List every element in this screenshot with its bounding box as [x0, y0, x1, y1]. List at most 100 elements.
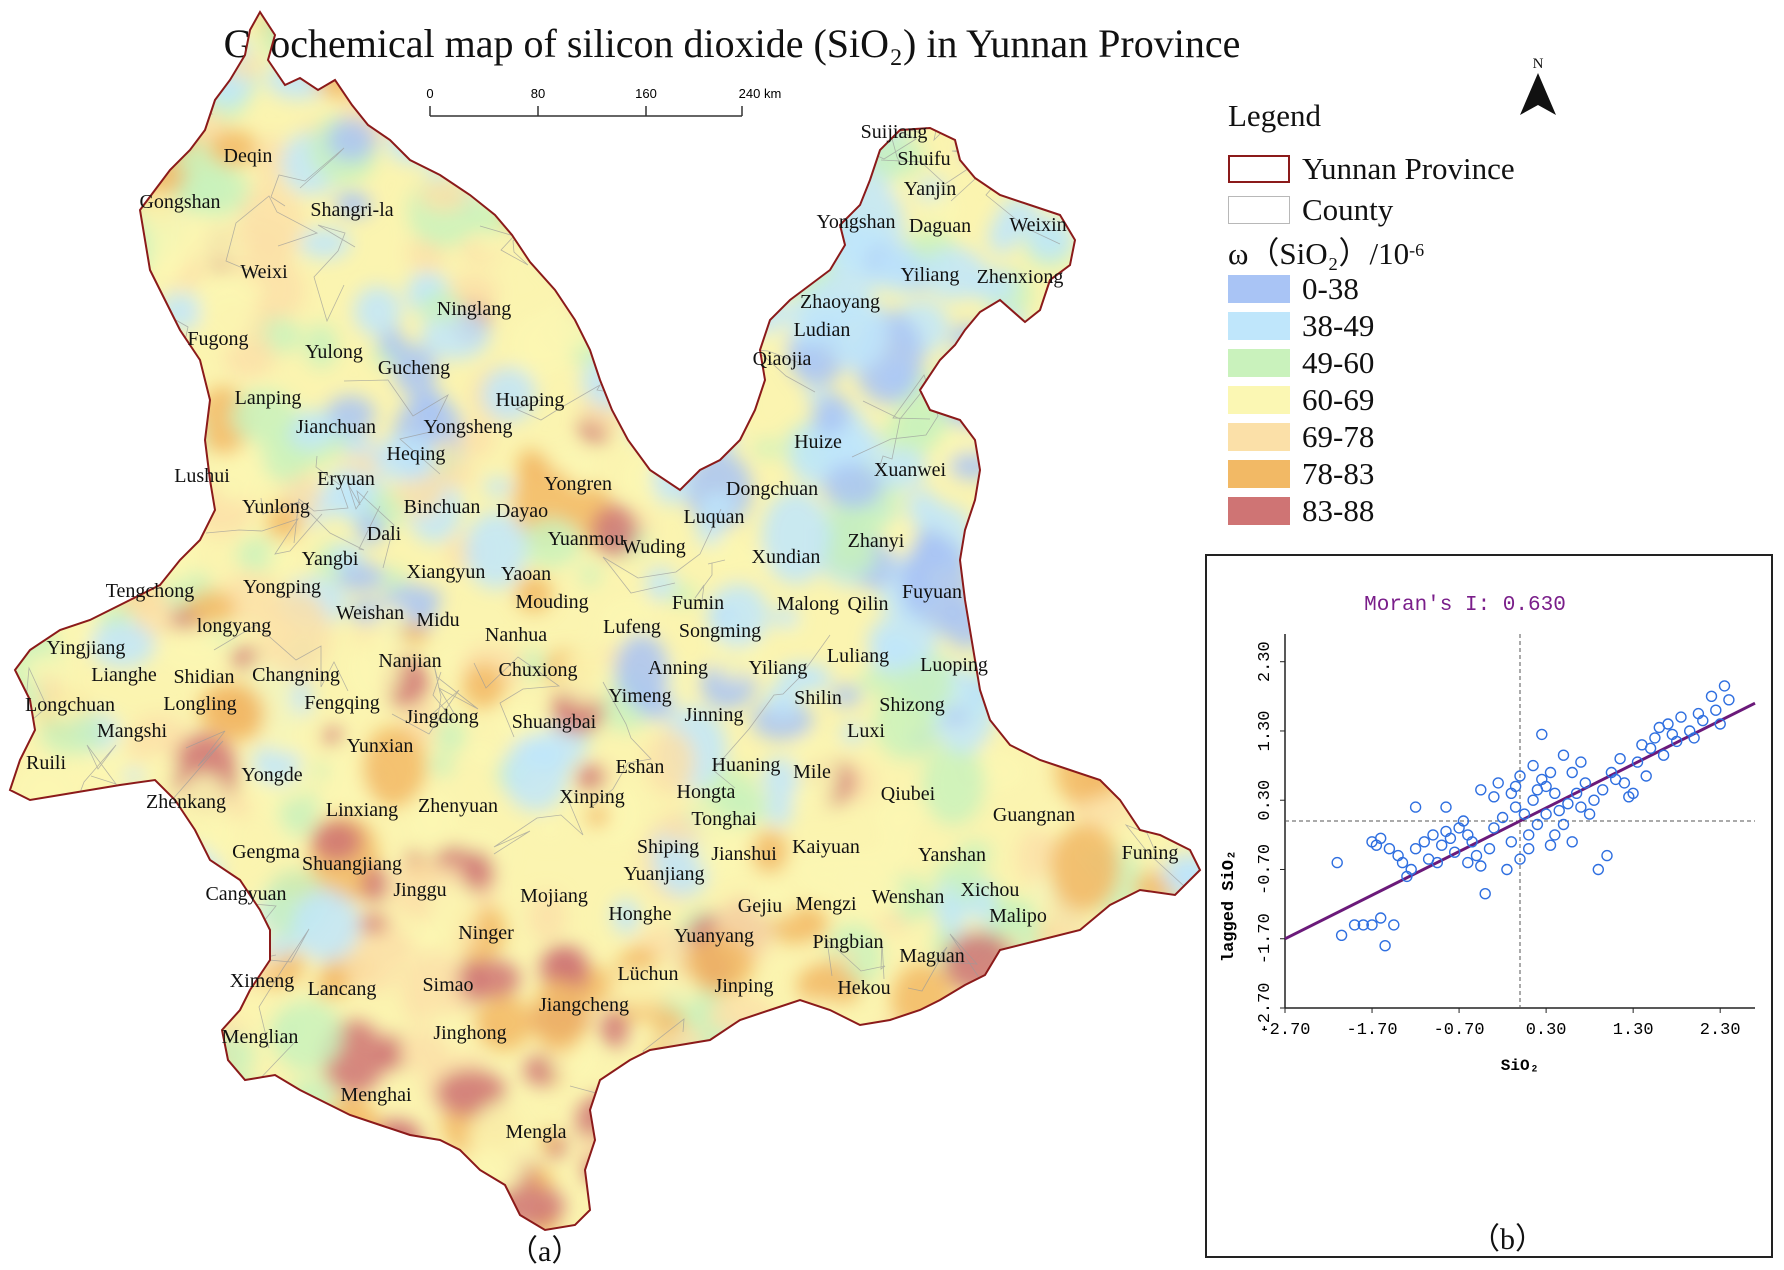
scatter-point [1675, 711, 1687, 723]
county-label: Malipo [989, 905, 1047, 927]
county-label: Chuxiong [499, 659, 578, 681]
title-text: Geochemical map of silicon dioxide (SiO₂… [223, 21, 1241, 66]
legend-class-label: 69-78 [1302, 418, 1375, 454]
x-axis-label: SiO₂ [1501, 1057, 1539, 1075]
county-label: Simao [422, 974, 473, 996]
county-label: Longling [163, 693, 236, 715]
county-label: Menghai [340, 1084, 412, 1106]
legend-class-3: 60-69 [1228, 381, 1515, 418]
scatter-point [1597, 784, 1609, 796]
x-tick-label: -0.70 [1434, 1021, 1485, 1040]
y-tick-label: 2.30 [1256, 641, 1275, 682]
county-label: Linxiang [326, 799, 398, 821]
legend-title: Legend [1228, 98, 1321, 133]
scatter-point [1501, 863, 1513, 876]
y-tick-label: -0.70 [1256, 844, 1275, 895]
county-label: Lanping [235, 387, 302, 409]
scatter-point [1418, 836, 1431, 848]
scatter-point [1435, 839, 1448, 851]
county-label: Cangyuan [205, 883, 286, 905]
legend-class-label: 83-88 [1302, 492, 1375, 528]
county-label: Midu [416, 609, 459, 631]
scatter-point [1710, 704, 1722, 716]
county-label: Yuanmou [548, 528, 625, 550]
scatter-point [1588, 794, 1600, 806]
county-label: Mouding [515, 591, 588, 613]
county-label: Eshan [616, 756, 665, 778]
scale-tick-0: 0 [426, 86, 433, 101]
scale-bar: 0 80 160 240 km [426, 86, 781, 117]
county-label: Shilin [794, 687, 842, 709]
scatter-point [1714, 718, 1726, 730]
legend-class-6: 83-88 [1228, 492, 1515, 529]
scatter-point [1601, 849, 1613, 862]
county-label: Fumin [672, 592, 724, 614]
county-label: Hongta [677, 781, 736, 803]
scatter-point [1409, 801, 1422, 813]
county-label: Yongping [243, 576, 321, 598]
county-label: Jiangcheng [539, 994, 629, 1016]
scatter-point [1483, 843, 1496, 855]
scatter-point [1723, 694, 1735, 706]
scale-tick-1: 80 [531, 86, 545, 101]
county-label: Honghe [608, 903, 671, 925]
county-label: Yulong [305, 341, 363, 363]
legend-class-swatch [1228, 274, 1290, 303]
county-label: Nanjian [378, 650, 441, 672]
scatter-point [1392, 849, 1404, 862]
county-label: Maguan [899, 945, 965, 967]
county-label: Qilin [847, 593, 888, 615]
scatter-point [1562, 797, 1574, 810]
panel-label-b: （b） [1470, 1223, 1545, 1256]
scatter-point [1523, 843, 1535, 855]
scatter-point [1531, 818, 1544, 831]
scatter-point [1705, 690, 1718, 703]
county-label: Jinning [685, 704, 744, 726]
scatter-point [1557, 818, 1570, 831]
scatter-point [1527, 759, 1539, 772]
county-label: Malong [777, 593, 839, 615]
scatter-point [1366, 919, 1378, 931]
county-label: Lüchun [617, 963, 678, 985]
scatter-point [1697, 714, 1709, 727]
county-label: Guangnan [993, 804, 1075, 826]
scatter-point [1370, 839, 1383, 851]
legend-class-label: 78-83 [1302, 455, 1375, 491]
county-label: Kaiyuan [792, 836, 860, 858]
county-label: Luxi [847, 720, 885, 742]
scale-tick-2: 160 [635, 86, 657, 101]
county-label: Zhanyi [848, 530, 905, 552]
county-label: Yongren [544, 473, 612, 495]
scatter-point [1657, 749, 1670, 761]
county-label: Yongshan [816, 211, 895, 233]
scatter-point [1549, 787, 1561, 800]
county-label: Heqing [387, 443, 446, 465]
scatter-point [1496, 811, 1509, 824]
county-label: Yongsheng [423, 416, 512, 438]
county-label: Xinping [559, 786, 625, 808]
legend: Legend Yunnan Province County ω（SiO₂）/10… [1228, 98, 1515, 529]
scatter-point [1409, 843, 1422, 855]
county-label: Shangri-la [310, 199, 393, 221]
county-label: Lushui [174, 465, 230, 487]
moran-scatter-panel: Moran's I: 0.630 -2.70 -1.70 -0.70 0.30 1.30… [1205, 554, 1773, 1258]
county-label: Wuding [622, 536, 686, 558]
legend-class-0: 0-38 [1228, 270, 1515, 307]
scatter-point [1549, 829, 1561, 841]
x-tick-label: 0.30 [1526, 1021, 1567, 1040]
north-arrow: N [1518, 56, 1558, 120]
county-label: Ludian [794, 319, 851, 341]
north-arrow-icon [1520, 73, 1556, 115]
scatter-point [1671, 735, 1683, 748]
legend-item-county: County [1228, 189, 1515, 230]
county-label: Mengla [505, 1121, 566, 1143]
county-label: Gongshan [139, 191, 220, 213]
scatter-point [1575, 801, 1587, 813]
scatter-point [1479, 888, 1491, 900]
scatter-point [1583, 808, 1596, 820]
county-label: Yongde [241, 764, 302, 786]
scatter-point [1618, 777, 1631, 789]
county-label: Yimeng [608, 685, 671, 707]
x-tick-label: 1.30 [1613, 1021, 1654, 1040]
scatter-point [1388, 919, 1400, 931]
